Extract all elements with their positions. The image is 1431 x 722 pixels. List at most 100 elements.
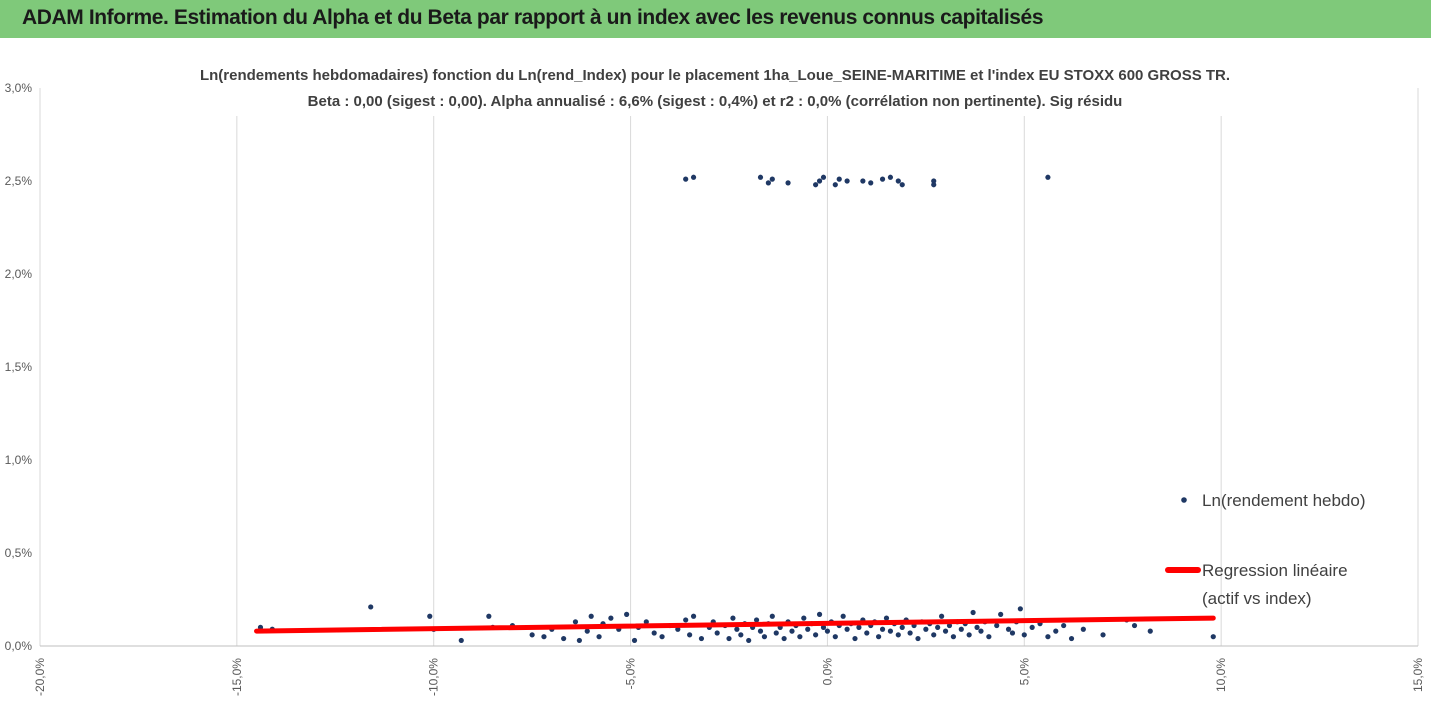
x-tick-label: 0,0% [820, 658, 834, 686]
y-tick-label: 0,0% [5, 639, 33, 653]
scatter-point [840, 613, 846, 619]
scatter-point [690, 174, 697, 180]
scatter-point [738, 632, 744, 638]
scatter-point [757, 628, 764, 634]
scatter-point [584, 628, 590, 634]
scatter-point [368, 604, 374, 610]
scatter-point [978, 628, 984, 634]
scatter-point [797, 634, 803, 640]
scatter-point [1210, 634, 1216, 640]
regression-line [254, 615, 1216, 634]
scatter-point [942, 628, 949, 634]
scatter-point [572, 619, 579, 625]
chart-subtitle: Beta : 0,00 (sigest : 0,00). Alpha annua… [308, 93, 1123, 110]
scatter-point [820, 624, 827, 631]
scatter-point [753, 617, 760, 623]
y-tick-label: 2,0% [5, 267, 33, 281]
scatter-point [683, 176, 689, 182]
scatter-point [879, 626, 886, 632]
scatter-point [1045, 174, 1051, 180]
scatter-point [608, 615, 614, 621]
scatter-point [931, 178, 937, 184]
y-tick-label: 0,5% [5, 546, 33, 560]
chart-title: Ln(rendements hebdomadaires) fonction du… [200, 67, 1230, 84]
scatter-point [631, 637, 638, 644]
scatter-point [427, 613, 433, 619]
scatter-point [860, 178, 866, 184]
scatter-point [844, 178, 850, 184]
scatter-point [868, 180, 874, 186]
scatter-point [1005, 626, 1012, 632]
scatter-point [836, 176, 842, 182]
scatter-point [1100, 632, 1106, 638]
scatter-point [958, 626, 964, 632]
scatter-point [974, 624, 980, 631]
page-title: ADAM Informe. Estimation du Alpha et du … [22, 6, 1044, 29]
scatter-point [1080, 626, 1086, 632]
scatter-point [986, 634, 992, 640]
scatter-point [805, 626, 811, 632]
scatter-point [1045, 634, 1051, 640]
scatter-point [789, 628, 795, 634]
scatter-point [895, 178, 901, 184]
scatter-point [761, 634, 768, 640]
scatter-point [785, 180, 791, 186]
scatter-point [1029, 624, 1035, 631]
scatter-point [773, 630, 779, 636]
x-tick-label: -10,0% [427, 658, 441, 696]
scatter-point [946, 622, 953, 629]
scatter-point [734, 626, 740, 632]
x-tick-labels: -20,0% -15,0% -10,0% -5,0% 0,0% 5,0% 10,0% 15,0… [33, 658, 1425, 696]
scatter-point [887, 174, 894, 180]
legend: Ln(rendement hebdo) Regression linéaire … [1165, 491, 1366, 608]
scatter-point [1053, 628, 1059, 634]
chart-background [0, 38, 1431, 722]
scatter-point [651, 630, 657, 636]
scatter-point [698, 635, 705, 642]
scatter-point [832, 182, 838, 188]
scatter-point [931, 182, 937, 188]
scatter-point [769, 613, 775, 619]
scatter-point [801, 615, 807, 621]
scatter-point [730, 615, 736, 621]
scatter-point [879, 176, 886, 182]
scatter-point [899, 182, 905, 188]
scatter-point [781, 635, 787, 642]
scatter-point [588, 613, 594, 619]
scatter-point [1131, 622, 1138, 629]
y-tick-label: 2,5% [5, 174, 33, 188]
scatter-point [970, 609, 976, 616]
scatter-point [935, 624, 941, 631]
scatter-point [561, 635, 567, 642]
scatter-point [939, 613, 945, 619]
scatter-point [1017, 606, 1023, 612]
x-tick-label: 5,0% [1017, 658, 1031, 686]
legend-line-label-1: Regression linéaire [1202, 561, 1348, 580]
scatter-point [1061, 622, 1067, 629]
scatter-point [757, 174, 764, 180]
scatter-point [683, 617, 689, 623]
scatter-point [824, 628, 831, 634]
scatter-point [820, 174, 827, 180]
scatter-point [895, 632, 901, 638]
scatter-point [813, 182, 819, 188]
scatter-point [541, 634, 547, 640]
scatter-point [813, 632, 819, 638]
scatter-point [931, 632, 937, 638]
scatter-point [1009, 630, 1016, 636]
scatter-point [852, 635, 858, 642]
scatter-point [816, 611, 823, 617]
scatter-point [529, 632, 535, 638]
scatter-point [576, 637, 582, 644]
scatter-point [966, 632, 972, 638]
x-tick-label: -5,0% [624, 658, 638, 690]
scatter-point [907, 630, 913, 636]
scatter-point [816, 178, 823, 184]
scatter-point [887, 628, 894, 634]
scatter-point [1068, 635, 1075, 642]
scatter-point [883, 615, 890, 621]
scatter-point [1021, 632, 1027, 638]
legend-line-label-2: (actif vs index) [1202, 589, 1312, 608]
scatter-point [769, 176, 775, 182]
scatter-point [832, 634, 838, 640]
